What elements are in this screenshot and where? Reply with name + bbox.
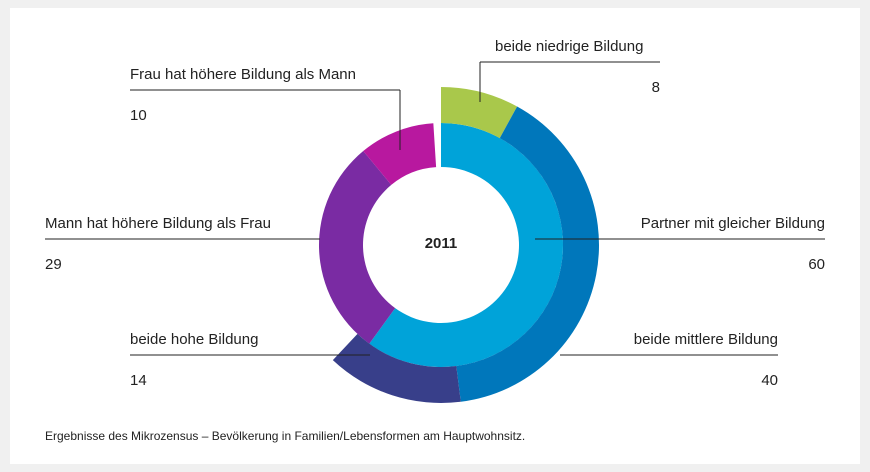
inner-slice	[363, 123, 437, 185]
value-label: 29	[45, 256, 62, 273]
value-label: 40	[761, 372, 778, 389]
inner-slice	[369, 123, 564, 367]
outer-slice	[441, 87, 518, 139]
outer-slice	[332, 333, 461, 403]
value-label: 10	[130, 107, 147, 124]
value-label: 14	[130, 372, 147, 389]
outer-slice	[456, 106, 600, 402]
slice-label: Partner mit gleicher Bildung	[641, 215, 825, 232]
center-label: 2011	[425, 235, 458, 252]
note: Ergebnisse des Mikrozensus – Bevölkerung…	[45, 429, 525, 443]
slice-label: beide hohe Bildung	[130, 331, 258, 348]
slice-label: beide mittlere Bildung	[634, 331, 778, 348]
inner-slice	[319, 150, 396, 344]
slice-label: Mann hat höhere Bildung als Frau	[45, 215, 271, 232]
slice-label: Frau hat höhere Bildung als Mann	[130, 66, 356, 83]
value-label: 8	[652, 79, 660, 96]
slice-label: beide niedrige Bildung	[495, 38, 643, 55]
value-label: 60	[808, 256, 825, 273]
